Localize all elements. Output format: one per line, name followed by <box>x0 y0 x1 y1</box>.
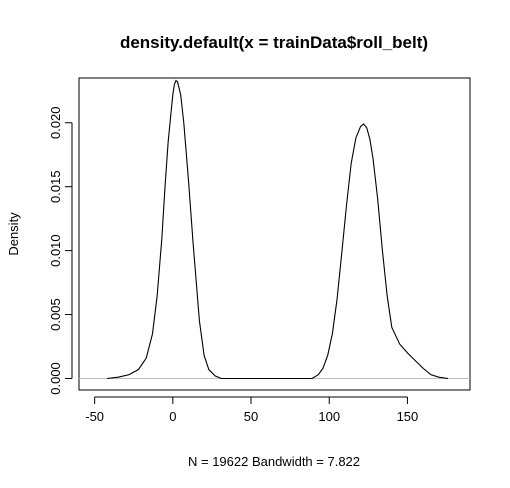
x-tick-label: 0 <box>169 409 176 424</box>
x-tick-label: -50 <box>85 409 104 424</box>
x-tick-label: 50 <box>244 409 258 424</box>
chart-title: density.default(x = trainData$roll_belt) <box>120 33 428 52</box>
x-tick-label: 150 <box>397 409 419 424</box>
x-axis: -50 0 50 100 150 <box>85 396 419 424</box>
y-tick-label: 0.020 <box>48 106 63 139</box>
x-axis-label: N = 19622 Bandwidth = 7.822 <box>188 454 360 469</box>
y-tick-label: 0.010 <box>48 234 63 267</box>
plot-frame <box>78 77 471 391</box>
density-line <box>107 79 449 380</box>
y-tick-label: 0.005 <box>48 298 63 331</box>
y-tick-label: 0.000 <box>48 362 63 395</box>
y-tick-label: 0.015 <box>48 170 63 203</box>
x-tick-label: 100 <box>318 409 340 424</box>
y-axis-label: Density <box>6 212 21 256</box>
y-axis: 0.000 0.005 0.010 0.015 0.020 <box>48 106 73 395</box>
